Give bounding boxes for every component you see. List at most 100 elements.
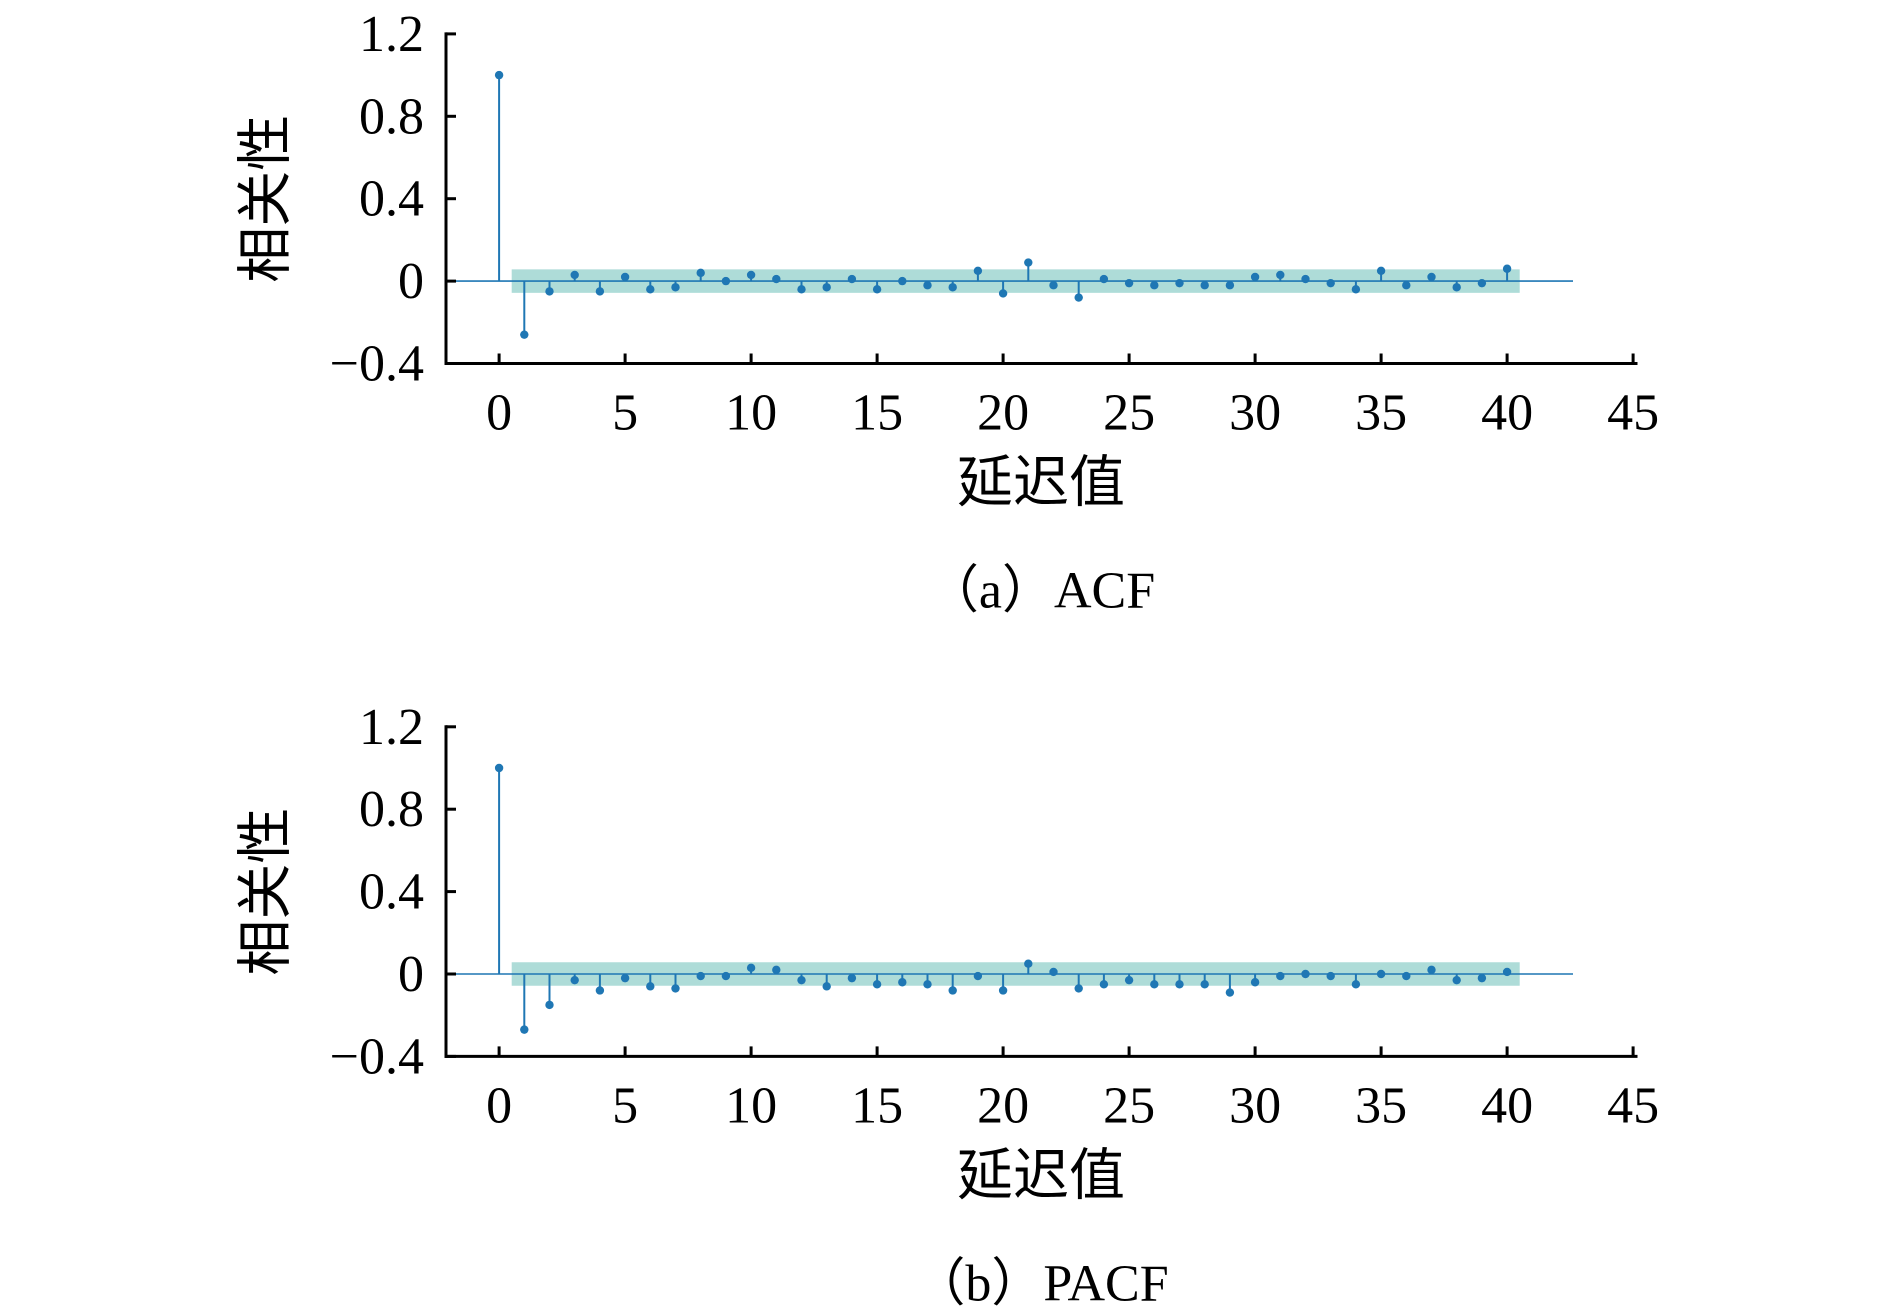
pacf-y-tick-label: −0.4 <box>330 1028 424 1085</box>
pacf-marker-lag-33 <box>1326 971 1335 981</box>
pacf-marker-lag-10 <box>746 963 756 973</box>
acf-y-tick-label: 0.8 <box>359 88 424 145</box>
pacf-marker-lag-0 <box>494 763 504 773</box>
acf-marker-lag-9 <box>721 276 731 286</box>
acf-marker-lag-12 <box>797 285 806 294</box>
pacf-marker-lag-21 <box>1024 959 1033 968</box>
acf-y-tick-label: 0.4 <box>359 171 424 228</box>
pacf-marker-lag-23 <box>1074 984 1083 993</box>
pacf-marker-lag-6 <box>646 982 655 991</box>
pacf-x-tick-label: 10 <box>725 1077 777 1134</box>
acf-caption: （a）ACF <box>927 563 1155 620</box>
acf-x-tick-label: 25 <box>1103 385 1155 442</box>
acf-marker-lag-3 <box>570 270 579 280</box>
pacf-y-tick-label: 0.8 <box>359 781 424 838</box>
pacf-marker-lag-24 <box>1099 980 1109 989</box>
pacf-marker-lag-12 <box>797 975 806 985</box>
pacf-marker-lag-20 <box>998 986 1008 995</box>
pacf-y-tick-label: 0.4 <box>359 864 424 921</box>
pacf-marker-lag-13 <box>822 982 831 991</box>
acf-panel: 1.2 0.8 0.4 0 −0.4 0 5 10 15 20 25 30 35 40 45 延迟值 相关性 （a… <box>234 6 1660 620</box>
acf-marker-lag-31 <box>1276 270 1285 280</box>
acf-marker-lag-21 <box>1024 258 1033 267</box>
pacf-marker-lag-38 <box>1452 975 1461 985</box>
pacf-x-tick-label: 15 <box>851 1077 903 1134</box>
acf-marker-lag-14 <box>847 274 857 284</box>
pacf-marker-lag-22 <box>1049 967 1058 977</box>
pacf-marker-lag-32 <box>1301 969 1310 979</box>
acf-x-tick-label: 35 <box>1355 385 1407 442</box>
pacf-panel: 1.2 0.8 0.4 0 −0.4 0 5 10 15 20 25 30 35 40 45 延迟值 相关性 （b… <box>234 699 1660 1313</box>
pacf-x-tick-label: 5 <box>612 1077 638 1134</box>
acf-marker-lag-0 <box>494 70 504 80</box>
acf-marker-lag-26 <box>1150 281 1159 290</box>
acf-y-tick-label: 1.2 <box>359 6 424 63</box>
pacf-marker-lag-8 <box>696 971 705 981</box>
acf-marker-lag-8 <box>696 268 705 278</box>
pacf-marker-lag-11 <box>772 965 781 975</box>
pacf-marker-lag-19 <box>973 971 983 981</box>
acf-marker-lag-37 <box>1427 272 1436 282</box>
acf-x-tick-label: 15 <box>851 385 903 442</box>
acf-marker-lag-1 <box>520 330 529 339</box>
pacf-marker-lag-40 <box>1502 967 1512 977</box>
acf-marker-lag-15 <box>872 285 882 294</box>
pacf-x-tick-label: 45 <box>1607 1077 1659 1134</box>
acf-y-tick-label: −0.4 <box>330 336 424 393</box>
pacf-marker-lag-2 <box>545 1000 554 1010</box>
acf-marker-lag-2 <box>545 287 554 296</box>
pacf-x-tick-label: 40 <box>1481 1077 1533 1134</box>
acf-marker-lag-18 <box>948 283 957 292</box>
acf-marker-lag-39 <box>1477 278 1487 288</box>
acf-marker-lag-28 <box>1200 281 1209 290</box>
acf-x-axis-title: 延迟值 <box>957 451 1125 516</box>
acf-marker-lag-16 <box>898 276 907 286</box>
acf-marker-lag-5 <box>620 272 630 282</box>
pacf-marker-lag-4 <box>595 986 605 995</box>
acf-marker-lag-13 <box>822 283 831 292</box>
pacf-marker-lag-16 <box>898 978 907 987</box>
pacf-marker-lag-15 <box>872 980 882 989</box>
acf-marker-lag-30 <box>1250 272 1260 282</box>
acf-marker-lag-33 <box>1326 278 1335 288</box>
acf-x-tick-label: 0 <box>486 385 512 442</box>
pacf-x-tick-label: 20 <box>977 1077 1029 1134</box>
pacf-marker-lag-18 <box>948 986 957 995</box>
acf-x-tick-label: 20 <box>977 385 1029 442</box>
acf-x-tick-label: 10 <box>725 385 777 442</box>
pacf-x-tick-label: 0 <box>486 1077 512 1134</box>
acf-marker-lag-17 <box>923 281 932 290</box>
pacf-y-tick-label: 1.2 <box>359 699 424 756</box>
acf-marker-lag-23 <box>1074 293 1083 302</box>
pacf-marker-lag-36 <box>1402 971 1411 981</box>
pacf-marker-lag-27 <box>1175 980 1184 989</box>
pacf-x-tick-label: 25 <box>1103 1077 1155 1134</box>
pacf-y-axis-title: 相关性 <box>234 808 299 976</box>
pacf-caption: （b）PACF <box>913 1255 1168 1312</box>
acf-marker-lag-24 <box>1099 274 1109 284</box>
acf-marker-lag-10 <box>746 270 756 280</box>
pacf-marker-lag-26 <box>1150 980 1159 989</box>
acf-x-tick-label: 45 <box>1607 385 1659 442</box>
acf-marker-lag-32 <box>1301 274 1310 284</box>
acf-x-tick-label: 40 <box>1481 385 1533 442</box>
pacf-marker-lag-30 <box>1250 978 1260 987</box>
pacf-marker-lag-28 <box>1200 980 1209 989</box>
acf-marker-lag-34 <box>1351 285 1361 294</box>
pacf-x-axis-title: 延迟值 <box>957 1143 1125 1208</box>
pacf-marker-lag-14 <box>847 973 857 983</box>
pacf-marker-lag-9 <box>721 971 731 981</box>
acf-marker-lag-7 <box>671 283 680 292</box>
pacf-marker-lag-31 <box>1276 971 1285 981</box>
pacf-marker-lag-17 <box>923 980 932 989</box>
pacf-marker-lag-34 <box>1351 980 1361 989</box>
pacf-x-tick-label: 35 <box>1355 1077 1407 1134</box>
acf-marker-lag-36 <box>1402 281 1411 290</box>
acf-x-tick-label: 5 <box>612 385 638 442</box>
pacf-marker-lag-5 <box>620 973 630 983</box>
pacf-marker-lag-35 <box>1376 969 1386 979</box>
acf-marker-lag-20 <box>998 289 1008 298</box>
acf-marker-lag-11 <box>772 274 781 284</box>
acf-marker-lag-6 <box>646 285 655 294</box>
